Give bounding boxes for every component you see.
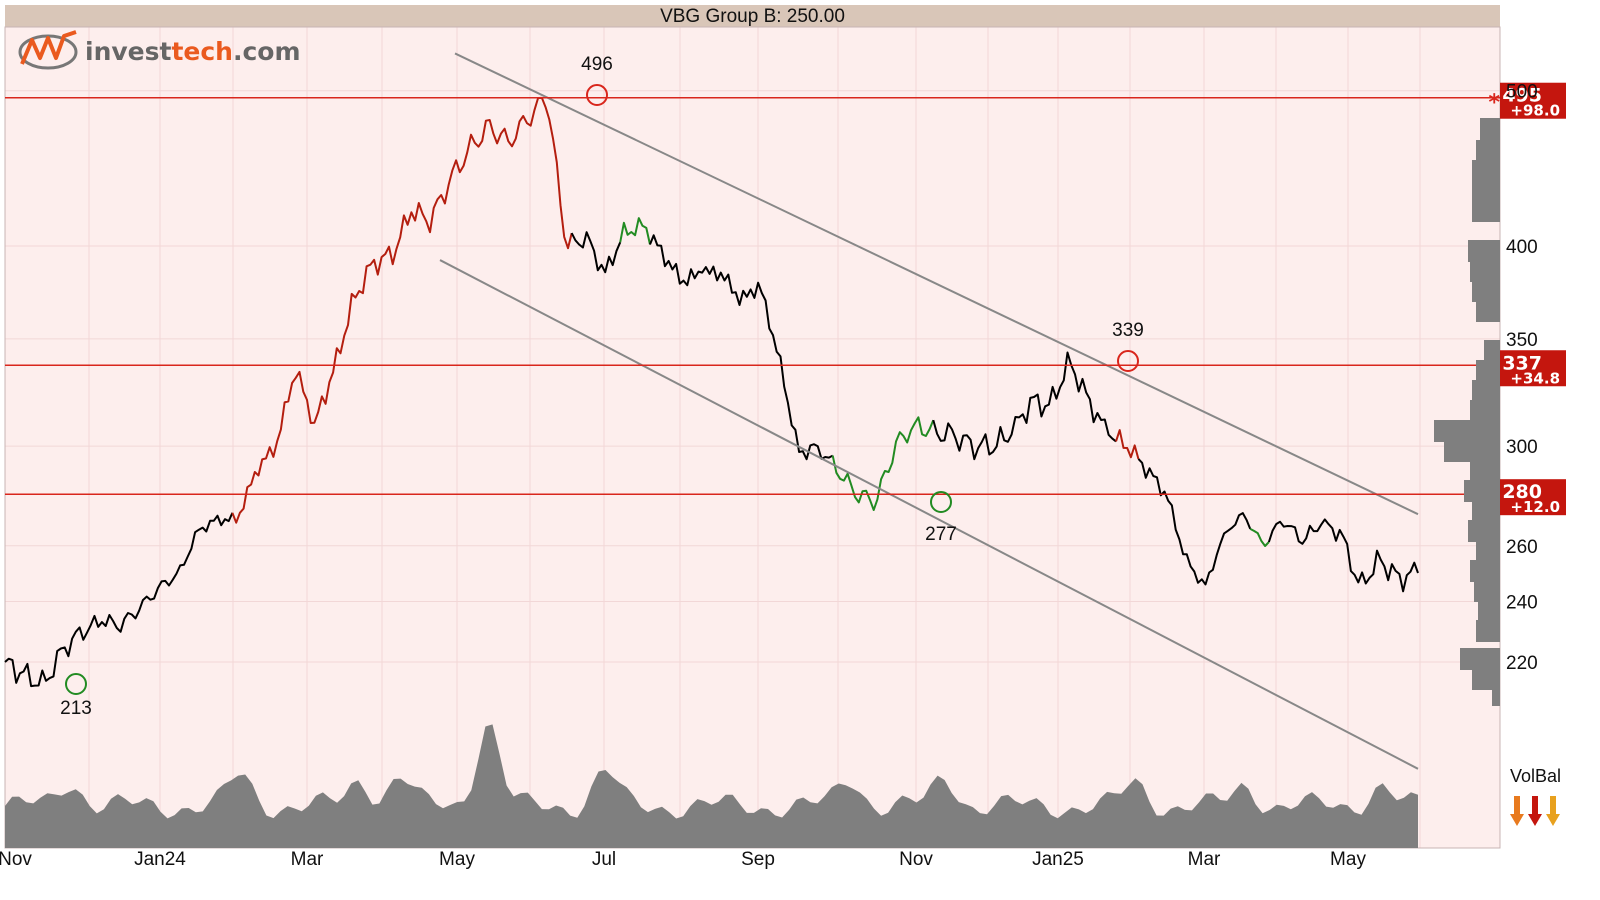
price-line-segment bbox=[570, 231, 622, 274]
volume-profile-bar bbox=[1474, 580, 1500, 602]
x-tick-label: Nov bbox=[899, 849, 933, 870]
x-tick-label: May bbox=[439, 849, 475, 870]
volume-profile-bar bbox=[1472, 380, 1500, 402]
y-tick-label: 260 bbox=[1506, 537, 1538, 558]
x-tick-label: Nov bbox=[0, 849, 32, 870]
volume-profile-bar bbox=[1476, 540, 1500, 562]
volume-profile-bar bbox=[1476, 360, 1500, 382]
volbal-arrow-icon bbox=[1528, 796, 1542, 826]
peak-marker bbox=[930, 491, 952, 513]
resistance-badge bbox=[1500, 479, 1566, 516]
y-tick-label: 500 bbox=[1506, 82, 1538, 103]
volume-profile-bar bbox=[1444, 440, 1500, 462]
price-line-segment bbox=[649, 234, 834, 461]
price-line-segment bbox=[1267, 518, 1419, 593]
logo-text: investtech.com bbox=[85, 37, 301, 66]
price-line-segment bbox=[1137, 458, 1252, 586]
volume-profile-bar bbox=[1480, 118, 1500, 140]
y-tick-label: 350 bbox=[1506, 330, 1538, 351]
x-tick-label: May bbox=[1330, 849, 1366, 870]
price-line-segment bbox=[4, 512, 234, 688]
resistance-change: +12.0 bbox=[1510, 498, 1560, 516]
y-tick-label: 300 bbox=[1506, 437, 1538, 458]
investtech-logo: investtech.com bbox=[18, 30, 301, 70]
volume-profile-bar bbox=[1468, 240, 1500, 262]
resistance-badge bbox=[1500, 82, 1566, 119]
plot-background bbox=[5, 27, 1500, 848]
volume-profile-bar bbox=[1476, 620, 1500, 642]
volume-profile-bar bbox=[1434, 420, 1500, 442]
resistance-value: 280 bbox=[1502, 481, 1542, 503]
volbal-arrow-icon bbox=[1510, 796, 1524, 826]
volume-profile-bar bbox=[1464, 480, 1500, 502]
x-tick-label: Jul bbox=[592, 849, 616, 870]
y-tick-label: 240 bbox=[1506, 592, 1538, 613]
y-tick-label: 400 bbox=[1506, 237, 1538, 258]
resistance-value: 337 bbox=[1502, 352, 1542, 374]
volume-profile-bar bbox=[1468, 520, 1500, 542]
volbal-label: VolBal bbox=[1510, 766, 1561, 786]
trend-channel-lower bbox=[439, 259, 1419, 770]
volume-profile-bar bbox=[1470, 460, 1500, 482]
volume-profile-bar bbox=[1478, 600, 1500, 622]
price-line-segment bbox=[619, 217, 651, 245]
price-line-segment bbox=[231, 96, 573, 524]
resistance-value: 495 bbox=[1502, 85, 1542, 107]
volume-profile-bar bbox=[1476, 300, 1500, 322]
peak-marker bbox=[1117, 350, 1139, 372]
volume-profile-bar bbox=[1472, 200, 1500, 222]
peak-label: 496 bbox=[581, 54, 613, 75]
x-tick-label: Jan24 bbox=[134, 849, 186, 870]
resistance-badge bbox=[1500, 350, 1566, 387]
x-tick-label: Jan25 bbox=[1032, 849, 1084, 870]
logo-text-part2: tech bbox=[171, 37, 233, 66]
peak-label: 277 bbox=[925, 524, 957, 545]
logo-text-part1: invest bbox=[85, 37, 171, 66]
price-line-segment bbox=[831, 416, 935, 511]
peak-marker bbox=[586, 84, 608, 106]
logo-text-part3: .com bbox=[233, 37, 301, 66]
x-tick-label: Mar bbox=[1188, 849, 1221, 870]
x-tick-label: Sep bbox=[741, 849, 775, 870]
price-line-segment bbox=[932, 351, 1117, 461]
y-tick-label: 220 bbox=[1506, 653, 1538, 674]
resistance-change: +98.0 bbox=[1510, 102, 1560, 120]
volume-profile-bar bbox=[1472, 280, 1500, 302]
volbal-arrow-icon bbox=[1546, 796, 1560, 826]
chart-title: VBG Group B: 250.00 bbox=[660, 6, 845, 27]
peak-label: 213 bbox=[60, 698, 92, 719]
volume-profile-bar bbox=[1472, 160, 1500, 182]
peak-label: 339 bbox=[1112, 320, 1144, 341]
trend-channel-upper bbox=[454, 52, 1419, 516]
x-tick-label: Mar bbox=[291, 849, 324, 870]
resistance-change: +34.8 bbox=[1510, 369, 1560, 387]
resistance-stars: * bbox=[1488, 91, 1500, 116]
price-line-segment bbox=[1249, 528, 1270, 547]
plot-area: VBG Group B: 250.00*495+98.0**337+34.8**… bbox=[0, 5, 1566, 870]
volume-profile-bar bbox=[1470, 560, 1500, 582]
volume-profile-bar bbox=[1472, 180, 1500, 202]
volume-profile-bar bbox=[1472, 500, 1500, 522]
volume-profile-bar bbox=[1460, 648, 1500, 670]
volume-profile-bar bbox=[1476, 140, 1500, 162]
volume-profile-bar bbox=[1484, 340, 1500, 362]
price-line-segment bbox=[1115, 429, 1140, 460]
logo-zigzag-icon bbox=[20, 30, 77, 65]
volume-profile-bar bbox=[1470, 260, 1500, 282]
peak-marker bbox=[65, 673, 87, 695]
volume-profile-bar bbox=[1492, 684, 1500, 706]
title-bar bbox=[5, 5, 1500, 27]
volume-area bbox=[5, 724, 1418, 848]
volume-profile-bar bbox=[1470, 400, 1500, 422]
